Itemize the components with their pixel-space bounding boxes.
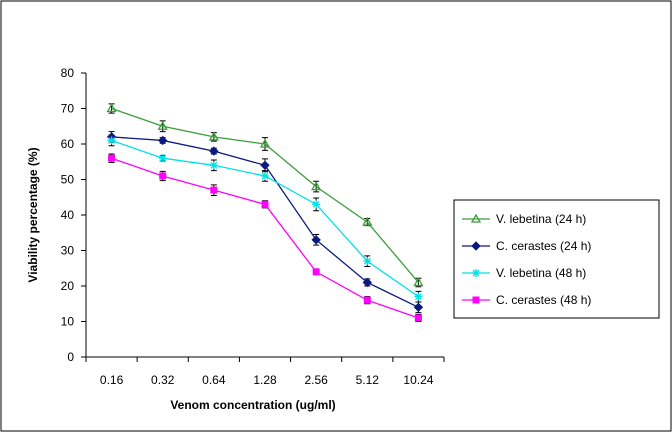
legend-label: C. cerastes (48 h) (496, 293, 591, 307)
data-point (362, 277, 372, 288)
data-point (413, 277, 424, 287)
data-point (158, 154, 167, 163)
data-point (413, 302, 424, 313)
data-point (260, 160, 270, 171)
legend-marker (472, 296, 480, 304)
data-point (158, 135, 168, 146)
x-tick-label: 2.56 (304, 373, 328, 387)
legend-label: V. lebetina (48 h) (496, 266, 586, 280)
legend: V. lebetina (24 h) C. cerastes (24 h) V.… (453, 199, 660, 319)
y-tick-label: 20 (61, 279, 75, 293)
legend-marker (471, 241, 481, 251)
data-point (414, 292, 423, 301)
y-tick-label: 50 (61, 173, 75, 187)
axes: 0 10 20 30 40 50 60 70 80 0.16 0.32 0.64 1.28 2.56 5.1… (61, 66, 445, 387)
data-point (210, 186, 218, 194)
data-point (209, 161, 218, 170)
legend-entry: V. lebetina (24 h) (462, 212, 586, 226)
x-tick-label: 5.12 (356, 373, 380, 387)
y-tick-label: 40 (61, 208, 75, 222)
y-tick-label: 10 (61, 315, 75, 329)
data-point (261, 171, 269, 180)
legend-swatch (462, 269, 490, 277)
series-line (111, 107, 419, 283)
legend-swatch (462, 213, 490, 223)
y-tick-label: 0 (67, 350, 74, 364)
data-point (362, 216, 373, 226)
data-point (261, 200, 269, 208)
data-point (108, 154, 116, 162)
x-axis-title: Venom concentration (ug/ml) (170, 398, 335, 412)
y-tick-label: 60 (61, 137, 75, 151)
data-point (363, 296, 371, 304)
legend-swatch (462, 296, 490, 304)
x-tick-label: 0.64 (202, 373, 226, 387)
data-point (157, 120, 168, 130)
data-point (159, 172, 167, 180)
x-tick-label: 1.28 (253, 373, 277, 387)
data-point (311, 181, 322, 191)
legend-entry: C. cerastes (48 h) (462, 293, 591, 307)
legend-swatch (462, 241, 490, 251)
legend-box (453, 199, 660, 319)
data-point (312, 200, 321, 209)
x-tick-label: 0.32 (151, 373, 175, 387)
data-point (208, 131, 219, 141)
data-point (209, 146, 219, 156)
y-tick-label: 30 (61, 244, 75, 258)
y-axis-title: Viability percentage (%) (26, 147, 40, 282)
y-tick-label: 80 (61, 66, 75, 80)
legend-entry: V. lebetina (48 h) (462, 266, 586, 280)
y-tick-label: 70 (61, 102, 75, 116)
legend-entry: C. cerastes (24 h) (462, 239, 591, 253)
legend-label: C. cerastes (24 h) (496, 239, 591, 253)
legend-marker (472, 269, 480, 277)
legend-label: V. lebetina (24 h) (496, 212, 586, 226)
markers (106, 103, 424, 322)
data-point (414, 314, 422, 322)
data-point (312, 268, 320, 276)
data-point (107, 136, 116, 145)
data-point (311, 235, 321, 245)
data-point (259, 138, 271, 148)
x-tick-label: 0.16 (100, 373, 124, 387)
data-point (363, 257, 372, 266)
legend-marker (470, 213, 482, 223)
x-tick-label: 10.24 (403, 373, 433, 387)
data-point (106, 103, 117, 113)
